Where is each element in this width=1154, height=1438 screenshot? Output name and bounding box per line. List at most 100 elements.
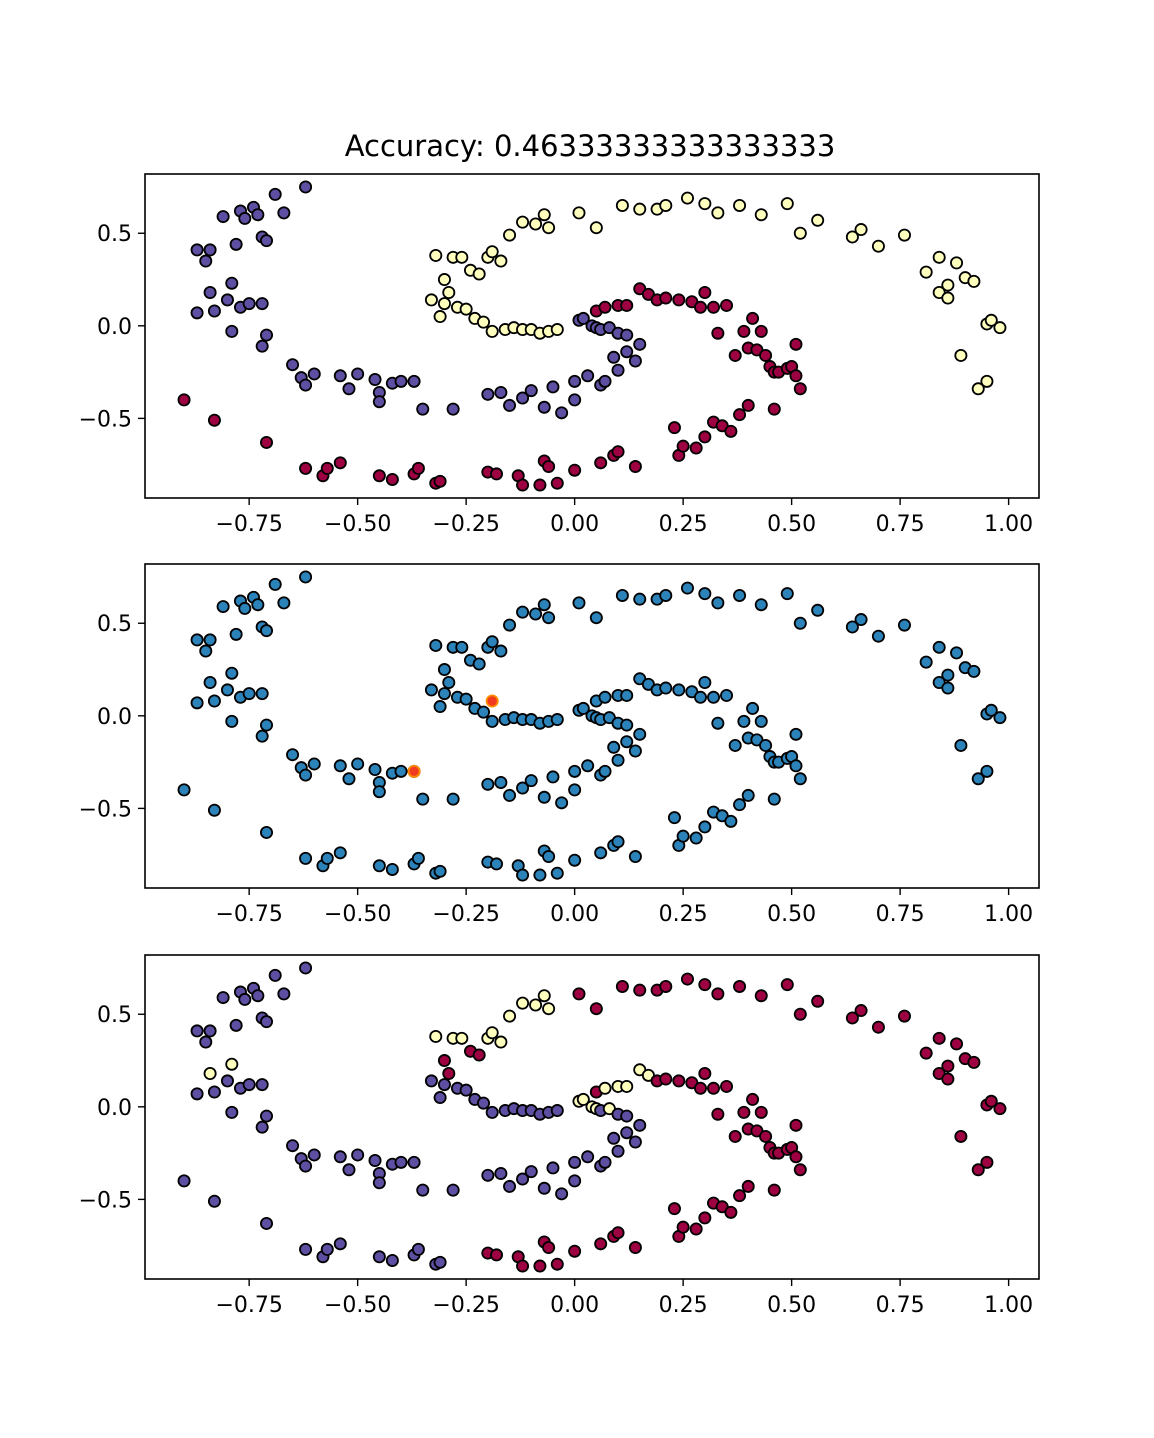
x-tick-label: 0.00 <box>550 902 599 927</box>
plot-frame <box>144 954 1040 1280</box>
data-point-red <box>372 469 386 483</box>
data-point-purple <box>225 1105 239 1119</box>
data-point-red <box>707 300 721 314</box>
data-point-yellow <box>871 629 885 643</box>
data-point-yellow <box>529 998 543 1012</box>
data-point-purple <box>203 633 217 647</box>
data-point-red <box>568 1244 582 1258</box>
scatter-panel-top: −0.75 −0.50 −0.25 0.00 0.25 0.50 0.75 1.00 −0.5 0… <box>79 173 1040 537</box>
data-point-yellow <box>711 206 725 220</box>
data-point-purple <box>207 304 221 318</box>
x-tick-label: −0.75 <box>215 512 282 537</box>
data-point-red <box>693 690 707 704</box>
data-point-yellow <box>993 711 1007 725</box>
data-point-yellow <box>429 1029 443 1043</box>
data-point-yellow <box>754 989 768 1003</box>
data-point-red <box>628 1241 642 1255</box>
data-point-yellow <box>485 635 499 649</box>
data-point-purple <box>372 785 386 799</box>
data-point-red <box>177 783 191 797</box>
data-point-yellow <box>429 248 443 262</box>
data-point-red <box>260 825 274 839</box>
data-point-purple <box>216 210 230 224</box>
data-point-red <box>411 1242 425 1256</box>
data-point-red <box>611 445 625 459</box>
data-point-purple <box>203 1024 217 1038</box>
data-point-yellow <box>980 1155 994 1169</box>
data-point-purple <box>238 992 252 1006</box>
data-point-red <box>724 814 738 828</box>
data-point-yellow <box>680 972 694 986</box>
data-point-red <box>789 727 803 741</box>
data-point-purple <box>628 744 642 758</box>
data-point-yellow <box>633 592 647 606</box>
data-point-red <box>667 1202 681 1216</box>
data-point-purple <box>242 297 256 311</box>
data-point-yellow <box>542 611 556 625</box>
data-point-purple <box>568 1155 582 1169</box>
data-point-yellow <box>503 228 517 242</box>
y-tick-label: −0.5 <box>79 407 132 432</box>
data-point-red <box>659 681 673 695</box>
x-tick-label: −0.75 <box>215 902 282 927</box>
data-point-yellow <box>733 588 747 602</box>
data-point-purple <box>620 735 634 749</box>
data-point-yellow <box>932 640 946 654</box>
x-tick-label: −0.25 <box>432 1293 499 1318</box>
y-tick-label: 0.0 <box>97 1096 132 1121</box>
data-point-red <box>789 759 803 773</box>
data-point-red <box>698 285 712 299</box>
data-point-purple <box>251 989 265 1003</box>
data-point-purple <box>260 234 274 248</box>
data-point-purple <box>255 1078 269 1092</box>
data-point-red <box>672 1074 686 1088</box>
x-tick-label: −0.50 <box>324 1293 391 1318</box>
data-point-yellow <box>780 587 794 601</box>
data-point-red <box>433 1255 447 1269</box>
data-point-purple <box>576 311 590 325</box>
data-point-purple <box>299 768 313 782</box>
data-point-red <box>689 1222 703 1236</box>
data-point-yellow <box>516 605 530 619</box>
data-point-yellow <box>984 703 998 717</box>
data-point-red <box>411 851 425 865</box>
data-point-red <box>260 1216 274 1230</box>
data-point-yellow <box>442 675 456 689</box>
data-point-yellow <box>854 223 868 237</box>
data-point-yellow <box>437 1054 451 1068</box>
data-point-red <box>789 337 803 351</box>
data-point-yellow <box>537 989 551 1003</box>
data-point-yellow <box>589 221 603 235</box>
data-point-yellow <box>529 217 543 231</box>
data-point-red <box>711 716 725 730</box>
data-point-yellow <box>932 1031 946 1045</box>
data-point-purple <box>299 961 313 975</box>
data-point-yellow <box>494 644 508 658</box>
data-point-purple <box>255 729 269 743</box>
data-point-purple <box>524 1165 538 1179</box>
data-point-yellow <box>854 1004 868 1018</box>
data-point-yellow <box>967 664 981 678</box>
data-point-purple <box>199 1035 213 1049</box>
data-point-yellow <box>494 254 508 268</box>
data-point-yellow <box>941 1059 955 1073</box>
data-point-purple <box>394 1155 408 1169</box>
data-point-yellow <box>780 978 794 992</box>
data-point-yellow <box>811 994 825 1008</box>
data-point-red <box>733 408 747 422</box>
data-point-red <box>741 788 755 802</box>
data-point-yellow <box>897 228 911 242</box>
data-point-red <box>728 348 742 362</box>
data-point-red <box>620 298 634 312</box>
data-point-red <box>490 467 504 481</box>
data-point-purple <box>251 208 265 222</box>
data-point-purple <box>351 1148 365 1162</box>
x-tick-label: 1.00 <box>984 1293 1033 1318</box>
data-point-purple <box>255 687 269 701</box>
data-point-red <box>698 820 712 834</box>
data-point-purple <box>611 753 625 767</box>
data-point-yellow <box>615 588 629 602</box>
data-point-purple <box>225 324 239 338</box>
data-point-purple <box>598 1155 612 1169</box>
data-point-yellow <box>516 996 530 1010</box>
